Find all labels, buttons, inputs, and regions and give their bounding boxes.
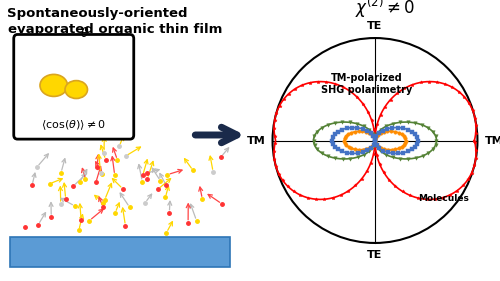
Ellipse shape: [65, 81, 88, 99]
Text: TM-polarized
SHG polarimetry: TM-polarized SHG polarimetry: [321, 73, 412, 95]
Text: TM: TM: [484, 135, 500, 146]
Text: Molecules: Molecules: [418, 194, 469, 203]
Bar: [10, 237, 230, 267]
Text: TM: TM: [246, 135, 266, 146]
Text: TE: TE: [368, 250, 382, 260]
Text: TE: TE: [368, 21, 382, 31]
Ellipse shape: [40, 74, 68, 96]
Text: Spontaneously-oriented
evaporated organic thin film: Spontaneously-oriented evaporated organi…: [8, 7, 222, 36]
Text: $\chi^{(2)} \neq 0$: $\chi^{(2)} \neq 0$: [355, 0, 416, 20]
Text: $\theta$: $\theta$: [80, 26, 90, 40]
FancyBboxPatch shape: [14, 35, 134, 139]
Text: $\langle\cos(\theta)\rangle \neq 0$: $\langle\cos(\theta)\rangle \neq 0$: [42, 119, 106, 132]
